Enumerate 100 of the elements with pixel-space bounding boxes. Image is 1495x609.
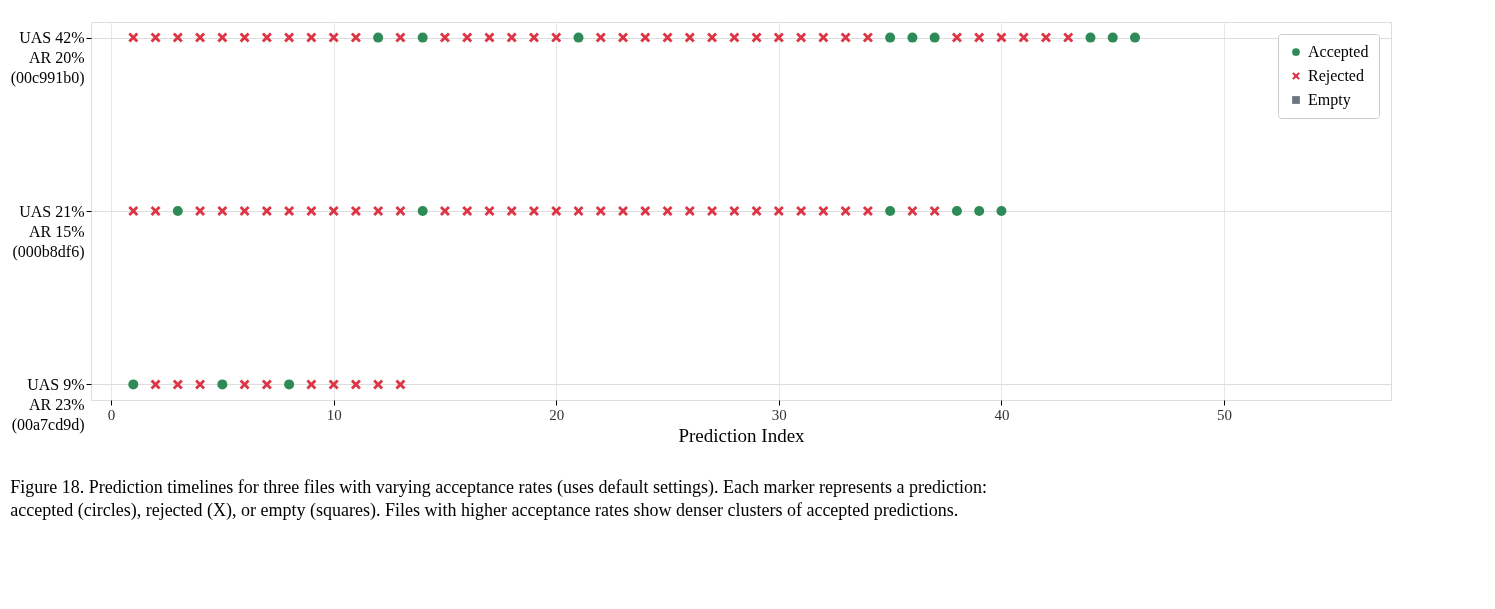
point xyxy=(484,32,495,43)
y-tick-label: UAS 21% AR 15% (000b8df6) xyxy=(12,202,85,261)
point xyxy=(128,379,139,390)
point xyxy=(195,32,206,43)
point xyxy=(172,379,183,390)
point xyxy=(640,206,651,216)
point xyxy=(484,206,495,216)
point xyxy=(907,32,918,43)
point xyxy=(929,206,940,216)
point xyxy=(417,32,428,43)
y-tick-label: UAS 42% AR 20% (00c991b0) xyxy=(10,29,85,88)
point xyxy=(150,206,161,216)
point xyxy=(840,206,851,216)
point xyxy=(328,379,339,390)
point xyxy=(773,32,784,43)
point xyxy=(818,32,829,43)
point xyxy=(618,206,629,216)
point xyxy=(929,32,940,43)
point xyxy=(528,206,539,216)
point xyxy=(150,32,161,43)
point xyxy=(1107,32,1118,43)
point xyxy=(417,206,428,216)
point xyxy=(284,379,295,390)
point xyxy=(261,32,272,43)
point xyxy=(328,32,339,43)
point xyxy=(640,32,651,43)
point xyxy=(373,32,384,43)
point xyxy=(350,32,361,43)
point xyxy=(729,32,740,43)
point xyxy=(1063,32,1074,43)
point xyxy=(239,32,250,43)
point xyxy=(840,32,851,43)
point xyxy=(684,32,695,43)
point xyxy=(1085,32,1096,43)
point xyxy=(1130,32,1141,43)
point xyxy=(373,206,384,216)
point xyxy=(350,379,361,390)
point xyxy=(773,206,784,216)
point xyxy=(261,379,272,390)
point xyxy=(662,32,673,43)
point xyxy=(707,206,718,216)
point xyxy=(395,379,406,390)
point xyxy=(684,206,695,216)
legend-label: Accepted xyxy=(1308,43,1369,61)
point xyxy=(306,379,317,390)
point xyxy=(172,32,183,43)
point xyxy=(729,206,740,216)
point xyxy=(1018,32,1029,43)
legend-label: Rejected xyxy=(1308,67,1364,85)
point xyxy=(284,32,295,43)
point xyxy=(217,206,228,216)
point xyxy=(885,206,896,216)
point xyxy=(751,32,762,43)
point xyxy=(974,32,985,43)
point xyxy=(373,379,384,390)
point xyxy=(261,206,272,216)
point xyxy=(239,206,250,216)
point xyxy=(150,379,161,390)
point xyxy=(395,206,406,216)
point xyxy=(439,206,450,216)
point xyxy=(618,32,629,43)
point xyxy=(239,379,250,390)
point xyxy=(506,206,517,216)
point xyxy=(796,206,807,216)
point xyxy=(573,206,584,216)
point xyxy=(172,206,183,216)
point xyxy=(996,206,1007,216)
x-tick-label: 30 xyxy=(771,406,787,423)
x-tick-label: 0 xyxy=(107,406,116,423)
point xyxy=(907,206,918,216)
caption: Figure 18. Prediction timelines for three files with varying acceptance rates (uses default settings). Each marker represents a prediction: accepted (circles), rejected (X), or empty (squares). Files with higher acceptance rates show denser clusters of accepted predictions. xyxy=(10,477,987,521)
point xyxy=(707,32,718,43)
x-tick-label: 40 xyxy=(994,406,1010,423)
point xyxy=(350,206,361,216)
point xyxy=(195,379,206,390)
point xyxy=(595,32,606,43)
point xyxy=(284,206,295,216)
legend-label: Empty xyxy=(1308,91,1351,109)
x-tick-label: 20 xyxy=(549,406,565,423)
point xyxy=(951,206,962,216)
point xyxy=(306,32,317,43)
point xyxy=(217,379,228,390)
point xyxy=(1040,32,1051,43)
point xyxy=(195,206,206,216)
x-axis-title: Prediction Index xyxy=(678,424,806,446)
point xyxy=(862,206,873,216)
point xyxy=(595,206,606,216)
point xyxy=(528,32,539,43)
point xyxy=(306,206,317,216)
point xyxy=(506,32,517,43)
point xyxy=(885,32,896,43)
point xyxy=(551,32,562,43)
point xyxy=(462,206,473,216)
y-tick-label: UAS 9% AR 23% (00a7cd9d) xyxy=(11,375,85,434)
point xyxy=(439,32,450,43)
point xyxy=(751,206,762,216)
point xyxy=(796,32,807,43)
point xyxy=(462,32,473,43)
point xyxy=(862,32,873,43)
point xyxy=(951,32,962,43)
